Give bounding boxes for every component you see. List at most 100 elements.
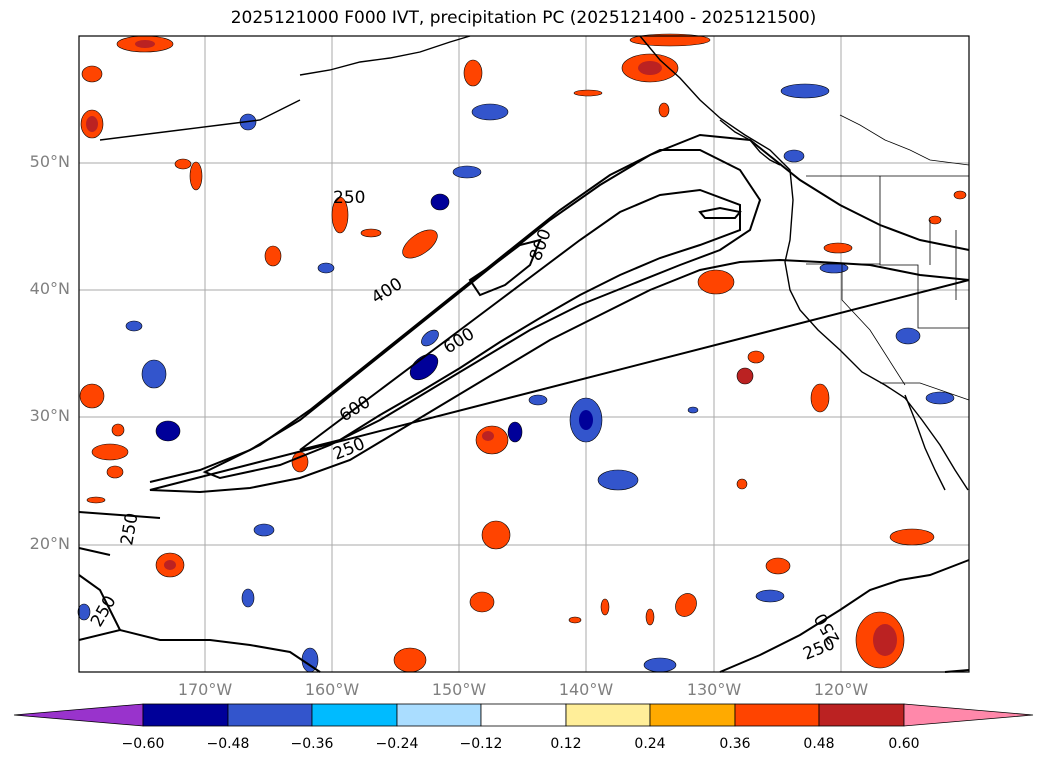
lon-label: 120°W	[813, 680, 869, 699]
precip-blob	[164, 560, 176, 570]
colorbar-extend-high	[903, 703, 1034, 727]
colorbar-tick-label: 0.48	[803, 736, 835, 752]
colorbar-segment	[311, 703, 398, 727]
precip-blob	[638, 61, 662, 75]
ivt-contour-800	[698, 206, 742, 219]
map-frame	[78, 35, 970, 673]
lat-label: 20°N	[29, 534, 70, 553]
precip-blob	[81, 65, 103, 83]
precip-blob	[174, 158, 192, 170]
lon-label: 170°W	[177, 680, 233, 699]
precip-blob	[253, 523, 275, 537]
precip-blob	[629, 33, 711, 47]
precip-blob	[264, 245, 282, 267]
precip-blob	[507, 421, 523, 443]
precip-blob	[360, 228, 382, 238]
coastlines	[99, 35, 969, 491]
precip-blob	[573, 89, 603, 97]
precip-blob	[528, 394, 548, 406]
colorbar-segment	[734, 703, 820, 727]
state-border	[879, 176, 969, 329]
precip-blob	[810, 383, 830, 413]
baja-coast	[904, 394, 946, 491]
contour-label: 250	[333, 188, 365, 208]
colorbar-tick-label: −0.12	[459, 736, 503, 752]
precip-blob	[317, 262, 335, 274]
precip-blob	[687, 406, 699, 414]
ivt-contour-400	[202, 149, 762, 480]
chart-title: 2025121000 F000 IVT, precipitation PC (2…	[230, 8, 817, 28]
precip-blob	[600, 598, 610, 616]
precip-blob	[475, 425, 509, 455]
precip-blob	[928, 215, 942, 225]
precip-blob	[736, 478, 748, 490]
precip-blob	[106, 465, 124, 479]
vancouver-coast	[719, 119, 781, 166]
north-america-coast	[639, 35, 969, 491]
political-borders	[806, 114, 970, 401]
lat-label: 40°N	[29, 279, 70, 298]
precip-blob	[953, 190, 967, 200]
ivt-contour-250-southeast	[719, 559, 970, 673]
lon-label: 130°W	[686, 680, 742, 699]
colorbar-tick-label: −0.60	[121, 736, 165, 752]
precip-blob	[697, 269, 735, 295]
precip-blob	[135, 40, 155, 48]
precip-blob	[895, 327, 921, 345]
alaska-coast	[299, 35, 471, 76]
precip-blob	[925, 391, 955, 405]
precip-blob	[111, 423, 125, 437]
precip-blob	[675, 593, 697, 617]
precip-blob	[402, 229, 438, 259]
precip-blob	[889, 528, 935, 546]
colorbar-segment	[565, 703, 651, 727]
ivt-contour-250-south	[78, 574, 121, 631]
lat-label: 30°N	[29, 406, 70, 425]
ivt-contour-250-south	[78, 511, 161, 556]
colorbar-segment	[649, 703, 736, 727]
precip-blob	[86, 116, 98, 132]
colorbar-segment	[818, 703, 905, 727]
colorbar-tick-label: −0.36	[290, 736, 334, 752]
precip-blob	[91, 443, 129, 461]
precip-blob	[141, 359, 167, 389]
ivt-contour-250	[149, 133, 970, 494]
colorbar-tick-label: 0.12	[550, 736, 582, 752]
graticule	[79, 36, 969, 672]
border-line	[839, 114, 970, 166]
ivt-contours	[78, 133, 970, 673]
precip-blob	[823, 242, 853, 254]
precip-blob	[421, 329, 439, 347]
precip-blob	[482, 431, 494, 441]
precip-negative-anomalies	[77, 83, 955, 673]
precip-blob	[819, 262, 849, 274]
precip-blob	[780, 83, 830, 99]
precip-blob	[241, 588, 255, 608]
lon-label: 160°W	[304, 680, 360, 699]
precip-blob	[579, 410, 593, 430]
precip-blob	[155, 420, 181, 442]
colorbar-segment	[227, 703, 313, 727]
precip-blob	[755, 589, 785, 603]
precip-blob	[481, 520, 511, 550]
precip-blob	[765, 557, 791, 575]
precip-blob	[463, 59, 483, 87]
colorbar-tick-label: −0.24	[375, 736, 419, 752]
precip-positive-anomalies	[79, 33, 967, 673]
precip-blob	[79, 383, 105, 409]
precip-blob	[331, 196, 349, 234]
precip-blob	[189, 161, 203, 191]
precip-blob	[125, 320, 143, 332]
colorbar-segment	[396, 703, 482, 727]
precip-blob	[645, 608, 655, 626]
colorbar-tick-label: −0.48	[206, 736, 250, 752]
precip-blob	[471, 103, 509, 121]
precip-blob	[658, 102, 670, 118]
precip-blob	[736, 367, 754, 385]
precip-blob	[597, 469, 639, 491]
ivt-contour-800	[468, 238, 542, 297]
precip-blob	[747, 350, 765, 364]
ivt-contour-600	[299, 188, 741, 451]
colorbar	[13, 703, 1034, 727]
